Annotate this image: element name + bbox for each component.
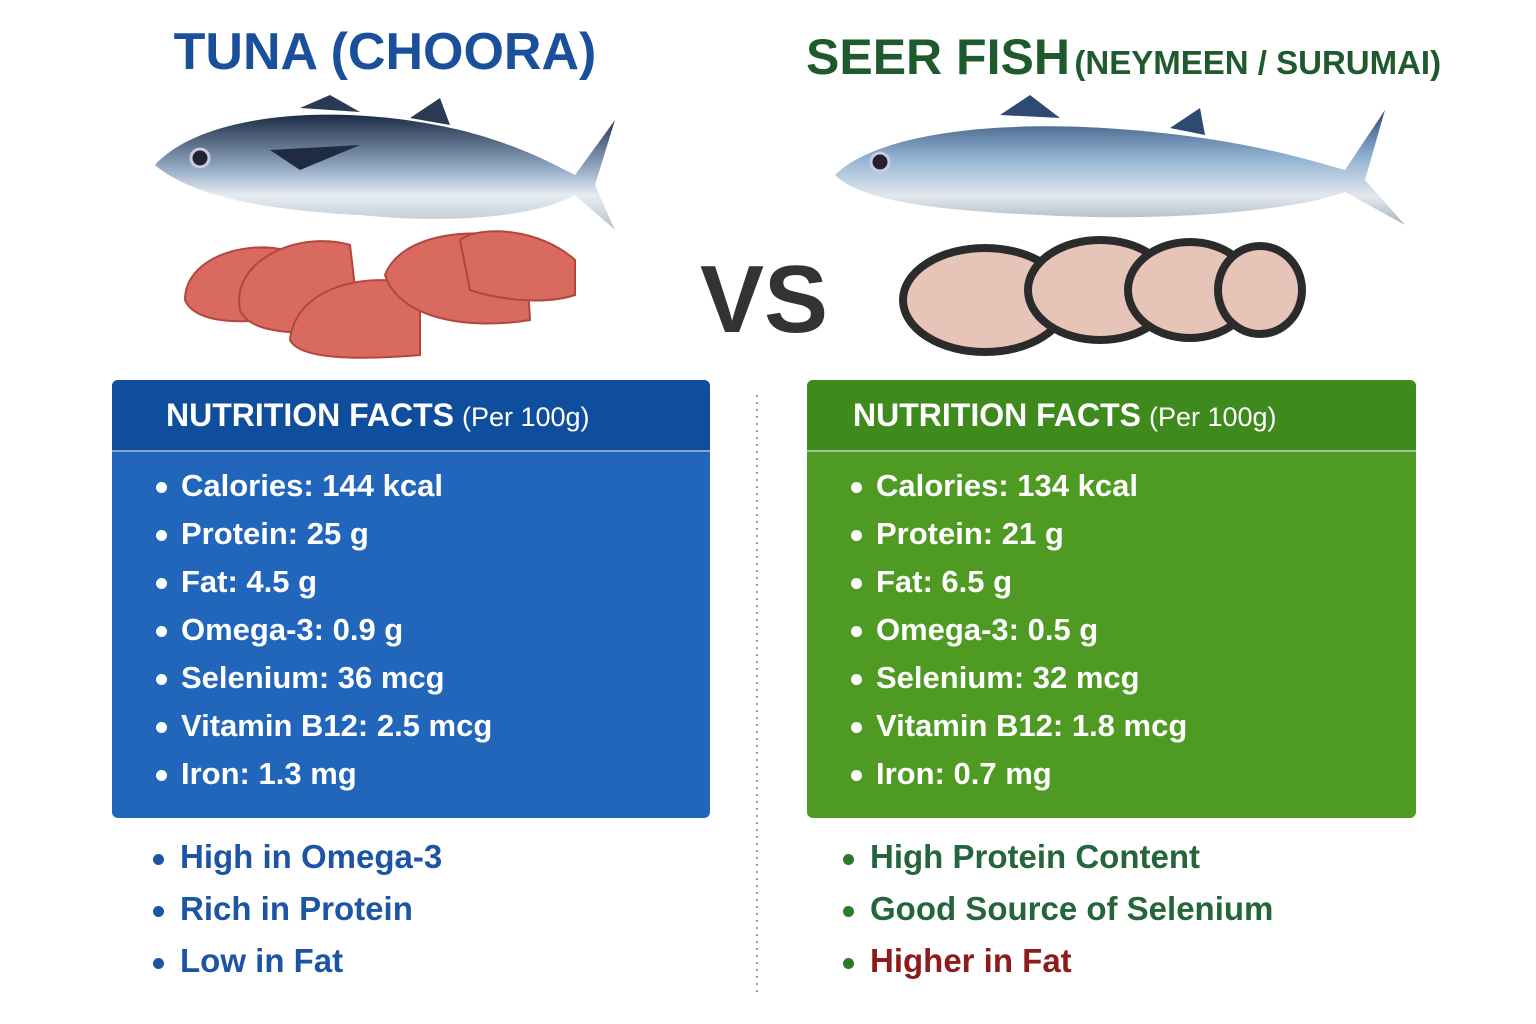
bullet xyxy=(153,957,164,969)
fact-item: Protein: 25 g xyxy=(156,516,369,552)
highlight-text: High in Omega-3 xyxy=(180,838,443,875)
highlight-text: Good Source of Selenium xyxy=(870,890,1274,927)
fact-item: Selenium: 32 mcg xyxy=(851,660,1140,696)
highlight-item: Higher in Fat xyxy=(843,942,1072,980)
highlight-item: High Protein Content xyxy=(843,838,1200,876)
highlight-item: Good Source of Selenium xyxy=(843,890,1273,928)
tuna-title: TUNA (CHOORA) xyxy=(173,23,597,81)
tuna-panel: NUTRITION FACTS (Per 100g) Calories: 144 … xyxy=(112,380,710,818)
fact-item: Fat: 4.5 g xyxy=(156,564,317,600)
bullet xyxy=(153,905,164,917)
fact-item: Omega-3: 0.9 g xyxy=(156,612,403,648)
fact-item: Protein: 21 g xyxy=(851,516,1064,552)
panel-title: NUTRITION FACTS xyxy=(853,397,1141,433)
panel-header: NUTRITION FACTS (Per 100g) xyxy=(807,380,1416,452)
fact-item: Iron: 1.3 mg xyxy=(156,756,357,792)
illustrations xyxy=(155,95,1405,359)
fact-item: Fat: 6.5 g xyxy=(851,564,1012,600)
fact-item: Calories: 144 kcal xyxy=(156,468,443,504)
seer-title-main: SEER FISH xyxy=(806,29,1070,85)
highlight-item: Low in Fat xyxy=(153,942,343,980)
seer-fish-illustration xyxy=(835,95,1405,356)
panel-title: NUTRITION FACTS xyxy=(166,397,454,433)
highlight-text: Higher in Fat xyxy=(870,942,1072,979)
fact-item: Iron: 0.7 mg xyxy=(851,756,1052,792)
panel-unit: (Per 100g) xyxy=(461,402,590,432)
highlight-text: High Protein Content xyxy=(870,838,1200,875)
bullet xyxy=(153,853,164,865)
divider xyxy=(756,395,758,995)
tuna-illustration xyxy=(155,95,615,359)
fact-item: Vitamin B12: 1.8 mcg xyxy=(851,708,1187,744)
bullet xyxy=(843,957,854,969)
vs-label: VS xyxy=(700,246,829,353)
seer-title: SEER FISH (NEYMEEN / SURUMAI) xyxy=(806,28,1441,86)
bullet xyxy=(843,853,854,865)
fact-item: Calories: 134 kcal xyxy=(851,468,1138,504)
panel-header: NUTRITION FACTS (Per 100g) xyxy=(112,380,710,452)
highlight-item: High in Omega-3 xyxy=(153,838,442,876)
bullet xyxy=(843,905,854,917)
highlight-text: Rich in Protein xyxy=(180,890,413,927)
fact-item: Selenium: 36 mcg xyxy=(156,660,445,696)
panel-unit: (Per 100g) xyxy=(1148,402,1277,432)
fact-item: Vitamin B12: 2.5 mcg xyxy=(156,708,492,744)
seer-title-sub: (NEYMEEN / SURUMAI) xyxy=(1074,44,1442,81)
seer-panel: NUTRITION FACTS (Per 100g) Calories: 134 … xyxy=(807,380,1416,818)
highlight-text: Low in Fat xyxy=(180,942,344,979)
fact-item: Omega-3: 0.5 g xyxy=(851,612,1098,648)
highlight-item: Rich in Protein xyxy=(153,890,413,928)
